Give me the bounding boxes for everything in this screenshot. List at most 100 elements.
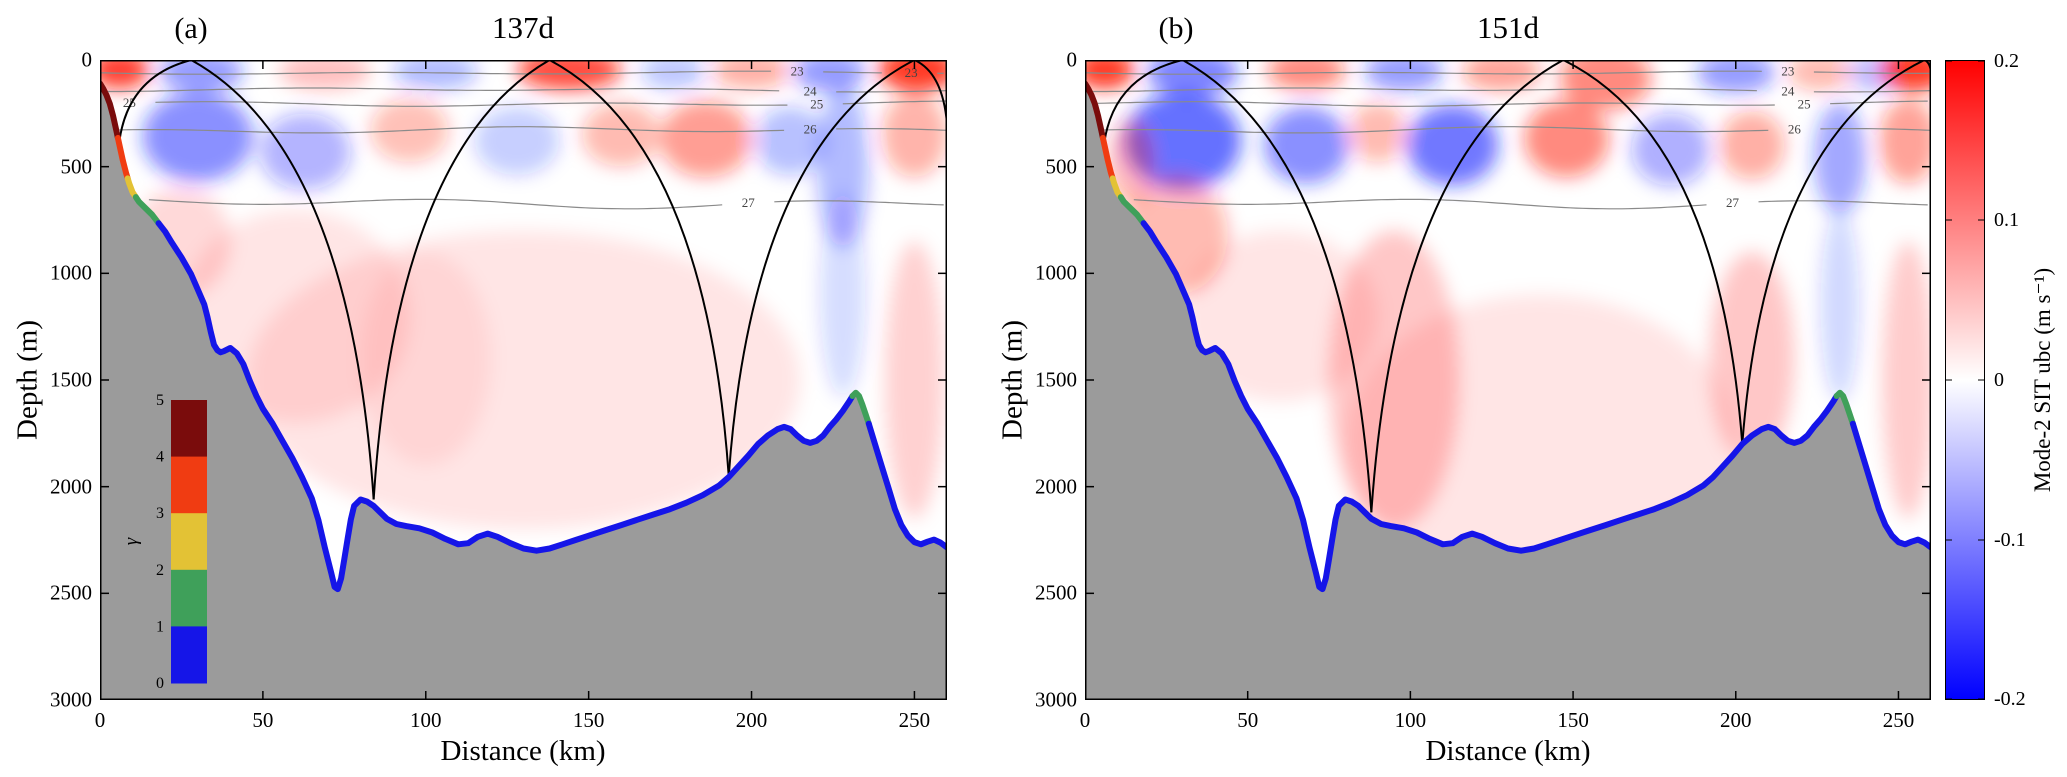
gamma-legend-block <box>171 456 207 514</box>
field-blob <box>1182 230 1378 402</box>
x-tick-label: 0 <box>1079 708 1091 732</box>
field-blob <box>259 113 351 191</box>
contour-line <box>1093 87 1757 93</box>
ray-path <box>1103 60 1183 142</box>
panel-a-letter: (a) <box>174 12 208 45</box>
contour-line <box>836 128 947 131</box>
field-blob <box>360 252 491 466</box>
panel-a-xlabel: Distance (km) <box>440 735 606 767</box>
field-blob <box>474 106 560 176</box>
tick-marks <box>1085 60 1931 700</box>
x-tick-label: 100 <box>410 708 442 732</box>
contour-line <box>1097 101 1775 107</box>
field-blob <box>1820 209 1860 402</box>
field-blob <box>1813 102 1866 214</box>
gamma-legend-title: γ <box>121 537 142 545</box>
x-tick-label: 50 <box>1237 708 1259 732</box>
tick-marks <box>100 60 947 700</box>
contour-label: 24 <box>1781 83 1795 98</box>
contour-line <box>100 70 772 75</box>
contour-line <box>1813 71 1931 74</box>
ray-paths <box>118 60 947 500</box>
y-tick-label: 0 <box>1066 47 1078 72</box>
gamma-tick-label: 1 <box>156 618 164 635</box>
contour-label: 26 <box>1788 122 1802 137</box>
contour-line <box>1830 100 1928 105</box>
field-blob <box>1107 119 1154 206</box>
field-blob <box>100 60 149 89</box>
ray-path <box>372 60 551 500</box>
y-tick-label: 3000 <box>50 687 92 712</box>
ray-path <box>190 60 375 500</box>
contour-label: 27 <box>742 195 756 210</box>
colorbar-tick-label: 0.1 <box>1994 209 2019 231</box>
field-blob <box>878 60 947 91</box>
y-tick-label: 1500 <box>50 367 92 392</box>
field-blob <box>1085 60 1134 89</box>
y-tick-label: 1000 <box>1035 260 1077 285</box>
ray-path <box>1562 60 1744 445</box>
contour-label: 25 <box>123 95 136 110</box>
ray-path <box>549 60 730 477</box>
field-blob <box>1407 104 1499 186</box>
field-blob <box>712 60 791 89</box>
field-blob <box>1267 60 1346 90</box>
x-tick-label: 200 <box>1720 708 1752 732</box>
gamma-legend-block <box>171 513 207 571</box>
x-tick-label: 250 <box>898 708 931 732</box>
gamma-segment <box>1140 220 1840 593</box>
colorbar-title: Mode-2 SIT ubc (m s⁻¹) <box>2030 267 2055 493</box>
gamma-segment <box>155 220 856 593</box>
field-blob <box>640 60 706 90</box>
contour-line <box>842 100 947 105</box>
contour-line <box>823 71 882 74</box>
field-blob <box>517 60 622 90</box>
x-tick-label: 200 <box>735 708 768 732</box>
seafloor-gamma-line <box>100 80 947 593</box>
field-blob <box>1524 100 1609 178</box>
field-blob <box>1146 60 1238 97</box>
x-tick-label: 250 <box>1882 708 1915 732</box>
y-tick-label: 2000 <box>50 474 92 499</box>
gamma-legend-block <box>171 626 207 684</box>
contour-line <box>1085 70 1762 75</box>
field-blob <box>142 92 254 182</box>
y-tick-label: 1000 <box>50 260 92 285</box>
colorbar-tick-label: -0.1 <box>1994 529 2026 551</box>
ray-path <box>727 60 915 477</box>
field-blob <box>1263 106 1349 184</box>
field-blob <box>885 241 944 519</box>
contour-label: 25 <box>1798 96 1811 111</box>
field-blob <box>1882 60 1931 91</box>
field-blob <box>1696 60 1775 94</box>
gamma-segment <box>114 134 131 182</box>
contour-label: 27 <box>1726 195 1740 210</box>
gamma-segment <box>849 389 872 427</box>
field-blob <box>582 102 661 167</box>
gamma-legend-block <box>171 569 207 627</box>
x-tick-label: 100 <box>1394 708 1427 732</box>
gamma-tick-label: 2 <box>156 562 164 579</box>
ray-path <box>118 60 192 141</box>
y-tick-label: 0 <box>81 47 93 72</box>
field-blob <box>1124 92 1242 191</box>
field-blob <box>1787 60 1853 91</box>
panel-b-title: 151d <box>1477 10 1539 45</box>
field-blob <box>279 60 371 90</box>
colorbar-tick-label: 0.2 <box>1994 50 2019 72</box>
gamma-legend: 5 4 3 2 1 0 γ <box>121 392 207 692</box>
gamma-segment <box>1085 80 1106 141</box>
ray-paths <box>1103 60 1931 513</box>
field-blob <box>881 92 947 178</box>
field-blob <box>1719 111 1785 180</box>
contour-label: 25 <box>810 97 823 112</box>
colorbar-tick-label: -0.2 <box>1994 688 2026 710</box>
contour-label: 26 <box>804 122 818 137</box>
contour-line <box>119 126 785 134</box>
x-tick-label: 150 <box>1557 708 1589 732</box>
contour-line <box>1758 200 1928 206</box>
